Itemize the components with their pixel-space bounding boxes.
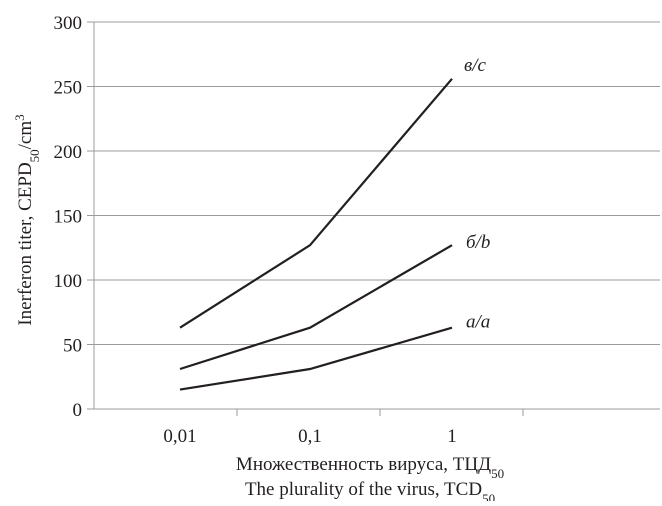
x-axis-title-ru: Множественность вируса, ТЦД50 — [236, 454, 504, 481]
y-tick-label: 50 — [63, 336, 82, 357]
y-tick-label: 150 — [54, 207, 83, 228]
x-axis-title-en: The plurality of the virus, TCD50 — [245, 479, 495, 501]
series-line — [179, 244, 453, 371]
y-tick-label: 300 — [54, 13, 83, 34]
series-label: а/а — [466, 312, 490, 333]
x-tick-labels: 0,01 0,1 1 — [163, 426, 456, 447]
series-labels: в/с б/b а/а — [464, 55, 490, 333]
series-lines — [179, 78, 453, 391]
y-tick-label: 100 — [54, 271, 83, 292]
y-tick-labels: 0 50 100 150 200 250 300 — [54, 13, 83, 421]
x-tick-label: 0,1 — [298, 426, 322, 447]
grid — [94, 21, 660, 345]
series-line — [179, 326, 453, 391]
y-tick-label: 0 — [73, 400, 83, 421]
series-label: в/с — [464, 55, 487, 76]
series-line — [179, 78, 453, 329]
x-tick-label: 0,01 — [163, 426, 196, 447]
x-tick-label: 1 — [447, 426, 457, 447]
axes — [87, 21, 660, 416]
y-tick-label: 200 — [54, 142, 83, 163]
y-axis-title: Inerferon titer, CEPD50/cm3 — [12, 114, 42, 325]
series-label: б/b — [466, 232, 490, 253]
y-tick-label: 250 — [54, 78, 83, 99]
